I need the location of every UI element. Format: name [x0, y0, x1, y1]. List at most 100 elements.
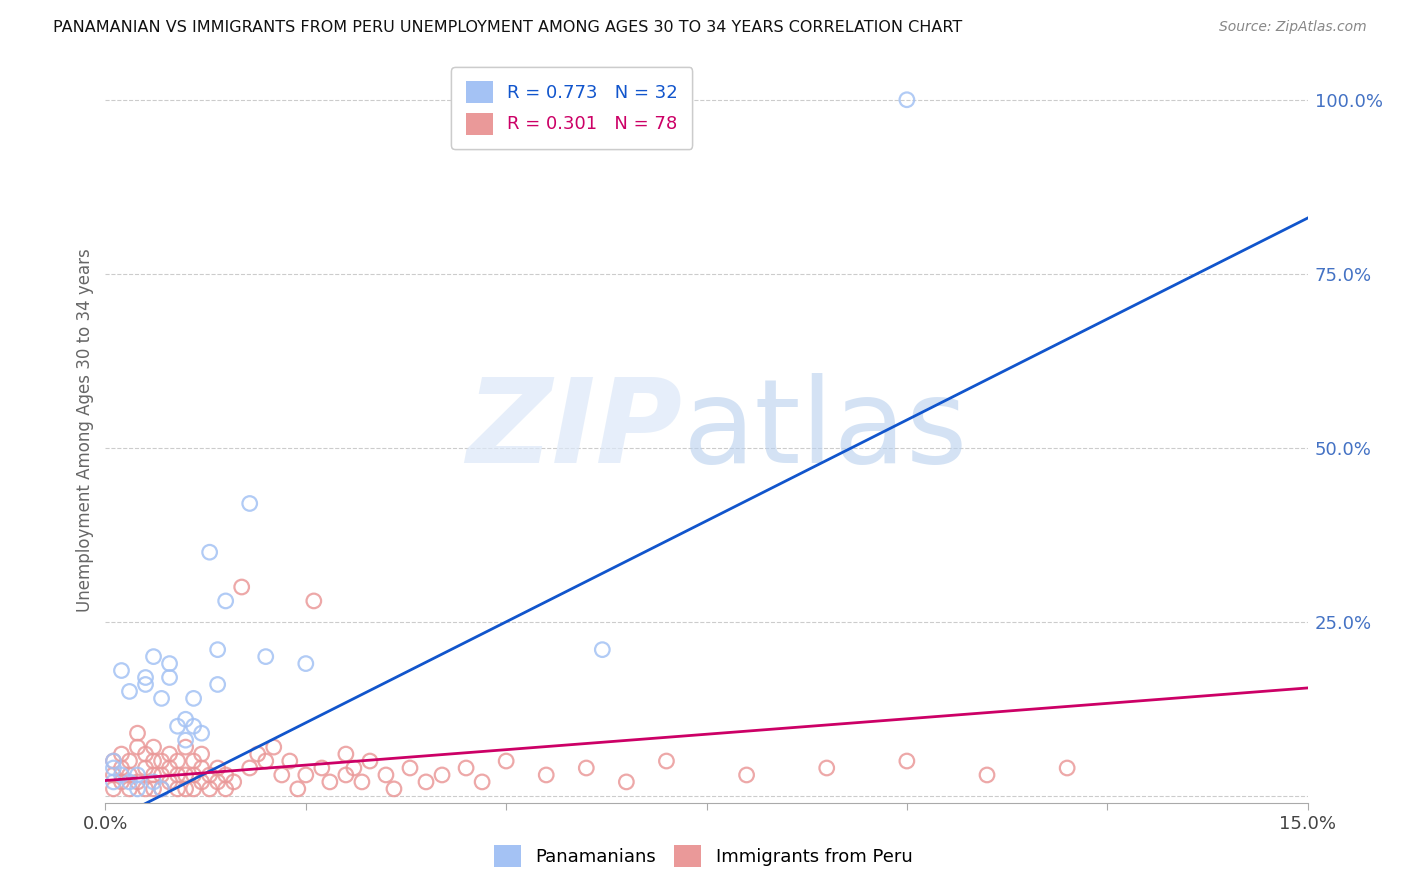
Point	[110, 761, 132, 775]
Point	[575, 761, 598, 775]
Point	[183, 768, 205, 782]
Text: PANAMANIAN VS IMMIGRANTS FROM PERU UNEMPLOYMENT AMONG AGES 30 TO 34 YEARS CORREL: PANAMANIAN VS IMMIGRANTS FROM PERU UNEMP…	[53, 20, 963, 35]
Point	[896, 754, 918, 768]
Point	[415, 775, 437, 789]
Point	[127, 781, 149, 796]
Point	[335, 768, 357, 782]
Point	[214, 781, 236, 796]
Point	[399, 761, 422, 775]
Point	[190, 726, 212, 740]
Point	[190, 761, 212, 775]
Point	[735, 768, 758, 782]
Point	[231, 580, 253, 594]
Point	[302, 594, 325, 608]
Point	[135, 747, 157, 761]
Point	[103, 754, 125, 768]
Point	[430, 768, 453, 782]
Point	[135, 781, 157, 796]
Point	[1056, 761, 1078, 775]
Point	[127, 740, 149, 755]
Point	[214, 594, 236, 608]
Point	[127, 775, 149, 789]
Point	[110, 768, 132, 782]
Point	[135, 761, 157, 775]
Point	[534, 768, 557, 782]
Point	[335, 747, 357, 761]
Point	[471, 775, 494, 789]
Point	[103, 775, 125, 789]
Point	[246, 747, 269, 761]
Point	[198, 545, 221, 559]
Point	[159, 775, 181, 789]
Point	[311, 761, 333, 775]
Point	[254, 754, 277, 768]
Point	[159, 761, 181, 775]
Legend: Panamanians, Immigrants from Peru: Panamanians, Immigrants from Peru	[486, 838, 920, 874]
Point	[198, 768, 221, 782]
Point	[198, 781, 221, 796]
Point	[150, 768, 173, 782]
Point	[103, 754, 125, 768]
Point	[359, 754, 381, 768]
Point	[103, 768, 125, 782]
Point	[655, 754, 678, 768]
Point	[118, 775, 141, 789]
Point	[142, 754, 165, 768]
Point	[166, 719, 188, 733]
Point	[127, 726, 149, 740]
Point	[103, 761, 125, 775]
Point	[239, 496, 262, 510]
Point	[183, 719, 205, 733]
Point	[815, 761, 838, 775]
Point	[319, 775, 342, 789]
Point	[222, 775, 245, 789]
Point	[174, 781, 197, 796]
Point	[350, 775, 373, 789]
Point	[207, 677, 229, 691]
Point	[976, 768, 998, 782]
Point	[159, 671, 181, 685]
Point	[382, 781, 405, 796]
Point	[207, 761, 229, 775]
Point	[150, 781, 173, 796]
Point	[150, 691, 173, 706]
Point	[118, 754, 141, 768]
Point	[343, 761, 366, 775]
Y-axis label: Unemployment Among Ages 30 to 34 years: Unemployment Among Ages 30 to 34 years	[76, 249, 94, 612]
Text: Source: ZipAtlas.com: Source: ZipAtlas.com	[1219, 20, 1367, 34]
Point	[118, 781, 141, 796]
Point	[127, 768, 149, 782]
Point	[142, 649, 165, 664]
Point	[183, 754, 205, 768]
Point	[142, 768, 165, 782]
Point	[118, 768, 141, 782]
Point	[207, 642, 229, 657]
Point	[183, 691, 205, 706]
Point	[150, 754, 173, 768]
Point	[166, 781, 188, 796]
Point	[616, 775, 638, 789]
Point	[183, 781, 205, 796]
Point	[110, 747, 132, 761]
Point	[374, 768, 398, 782]
Point	[118, 684, 141, 698]
Point	[159, 657, 181, 671]
Point	[110, 775, 132, 789]
Point	[295, 657, 318, 671]
Point	[254, 649, 277, 664]
Point	[190, 747, 212, 761]
Point	[896, 93, 918, 107]
Point	[103, 781, 125, 796]
Point	[174, 733, 197, 747]
Point	[142, 740, 165, 755]
Legend: R = 0.773   N = 32, R = 0.301   N = 78: R = 0.773 N = 32, R = 0.301 N = 78	[451, 67, 692, 149]
Point	[207, 775, 229, 789]
Point	[278, 754, 301, 768]
Point	[214, 768, 236, 782]
Point	[287, 781, 309, 796]
Point	[166, 768, 188, 782]
Text: ZIP: ZIP	[467, 373, 682, 488]
Point	[150, 781, 173, 796]
Point	[142, 775, 165, 789]
Point	[159, 747, 181, 761]
